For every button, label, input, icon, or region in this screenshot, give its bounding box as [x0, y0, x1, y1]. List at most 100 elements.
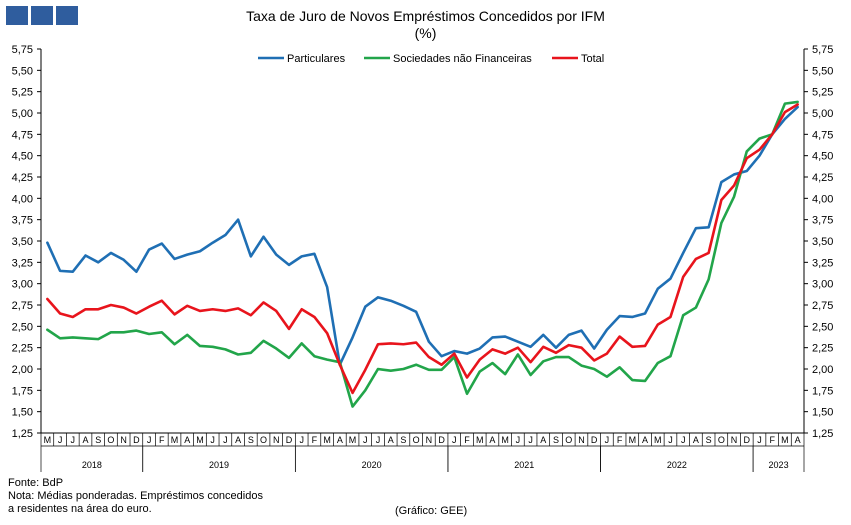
x-tick-label-year: 2020 [362, 460, 382, 470]
methodology-note: a residentes na área do euro. [8, 503, 152, 515]
y-tick-label-left: 3,50 [12, 236, 33, 248]
x-tick-label-month: J [363, 435, 368, 445]
y-tick-label-right: 5,00 [812, 108, 833, 120]
x-tick-label-month: M [629, 435, 637, 445]
x-tick-label-month: J [668, 435, 673, 445]
x-tick-label-month: S [706, 435, 712, 445]
y-tick-label-left: 4,75 [12, 129, 33, 141]
x-tick-label-month: O [107, 435, 114, 445]
x-tick-label-month: O [718, 435, 725, 445]
y-tick-label-left: 2,50 [12, 321, 33, 333]
y-tick-label-left: 5,75 [12, 44, 33, 56]
y-tick-label-right: 3,25 [812, 257, 833, 269]
x-tick-label-month: M [476, 435, 484, 445]
chart-title-block: Taxa de Juro de Novos Empréstimos Conced… [0, 8, 851, 42]
x-tick-label-month: D [591, 435, 598, 445]
x-tick-label-month: J [452, 435, 457, 445]
x-tick-label-month: F [159, 435, 165, 445]
x-tick-label-month: J [58, 435, 63, 445]
y-tick-label-right: 4,75 [812, 129, 833, 141]
series-line [46, 103, 799, 395]
x-tick-label-month: J [299, 435, 304, 445]
x-tick-label-month: M [323, 435, 331, 445]
logo-square [6, 6, 28, 25]
x-tick-label-month: A [83, 435, 89, 445]
x-tick-label-month: D [438, 435, 445, 445]
x-tick-label-month: M [196, 435, 204, 445]
x-tick-label-month: S [553, 435, 559, 445]
y-tick-label-right: 1,25 [812, 428, 833, 440]
y-tick-label-right: 2,25 [812, 343, 833, 355]
gee-logo [6, 6, 78, 25]
x-tick-label-year: 2018 [82, 460, 102, 470]
y-tick-label-right: 2,00 [812, 364, 833, 376]
x-tick-label-month: D [286, 435, 293, 445]
x-tick-label-month: A [489, 435, 495, 445]
logo-square [31, 6, 53, 25]
x-tick-label-month: J [516, 435, 521, 445]
x-tick-label-month: N [426, 435, 433, 445]
y-tick-label-left: 3,25 [12, 257, 33, 269]
y-tick-label-right: 5,50 [812, 65, 833, 77]
y-tick-label-right: 2,75 [812, 300, 833, 312]
x-tick-label-month: N [731, 435, 738, 445]
y-tick-label-left: 2,75 [12, 300, 33, 312]
y-tick-label-left: 5,50 [12, 65, 33, 77]
y-tick-label-left: 3,75 [12, 215, 33, 227]
y-tick-label-right: 1,50 [812, 407, 833, 419]
x-tick-label-month: F [464, 435, 470, 445]
x-tick-label-month: D [133, 435, 140, 445]
y-tick-label-right: 1,75 [812, 385, 833, 397]
y-tick-label-left: 4,25 [12, 172, 33, 184]
y-tick-label-left: 2,00 [12, 364, 33, 376]
x-tick-label-month: J [376, 435, 381, 445]
x-tick-label-month: J [71, 435, 76, 445]
x-tick-label-month: N [578, 435, 585, 445]
y-tick-label-left: 4,50 [12, 151, 33, 163]
y-tick-label-left: 5,00 [12, 108, 33, 120]
y-tick-label-right: 4,50 [812, 151, 833, 163]
x-tick-label-month: M [349, 435, 357, 445]
legend-label: Total [581, 53, 604, 65]
y-tick-label-right: 3,00 [812, 279, 833, 291]
x-tick-label-month: M [654, 435, 662, 445]
x-tick-label-month: J [147, 435, 152, 445]
x-tick-label-month: D [744, 435, 751, 445]
x-tick-label-month: N [273, 435, 280, 445]
x-tick-label-month: J [681, 435, 686, 445]
y-tick-label-right: 3,50 [812, 236, 833, 248]
series-line [46, 100, 799, 408]
x-tick-label-month: J [528, 435, 533, 445]
chart-title: Taxa de Juro de Novos Empréstimos Conced… [246, 8, 605, 24]
chart-credit: (Gráfico: GEE) [395, 505, 468, 517]
x-tick-label-month: A [795, 435, 801, 445]
x-tick-label-month: M [44, 435, 52, 445]
x-tick-label-year: 2023 [769, 460, 789, 470]
x-tick-label-month: M [501, 435, 509, 445]
x-tick-label-month: O [413, 435, 420, 445]
y-tick-label-right: 5,25 [812, 87, 833, 99]
y-tick-label-left: 5,25 [12, 87, 33, 99]
y-tick-label-left: 2,25 [12, 343, 33, 355]
x-tick-label-month: A [540, 435, 546, 445]
methodology-note: Nota: Médias ponderadas. Empréstimos con… [8, 490, 263, 502]
series-line [46, 105, 799, 367]
footnotes: Fonte: BdP Nota: Médias ponderadas. Empr… [8, 477, 263, 516]
x-tick-label-month: F [769, 435, 775, 445]
x-tick-label-month: J [210, 435, 215, 445]
x-tick-label-month: J [605, 435, 610, 445]
x-tick-label-month: S [248, 435, 254, 445]
y-tick-label-right: 4,25 [812, 172, 833, 184]
x-tick-label-month: F [617, 435, 623, 445]
x-tick-label-month: S [400, 435, 406, 445]
x-tick-label-month: A [642, 435, 648, 445]
legend-label: Particulares [287, 53, 346, 65]
y-tick-label-right: 5,75 [812, 44, 833, 56]
x-tick-label-month: J [223, 435, 228, 445]
legend-label: Sociedades não Financeiras [393, 53, 532, 65]
x-tick-label-month: M [781, 435, 789, 445]
logo-square [56, 6, 78, 25]
line-chart: 1,25 1,25 1,50 1,50 1,75 1,75 2,00 2,00 2,25 2,25… [12, 44, 833, 472]
x-tick-label-month: A [235, 435, 241, 445]
x-tick-label-month: A [337, 435, 343, 445]
